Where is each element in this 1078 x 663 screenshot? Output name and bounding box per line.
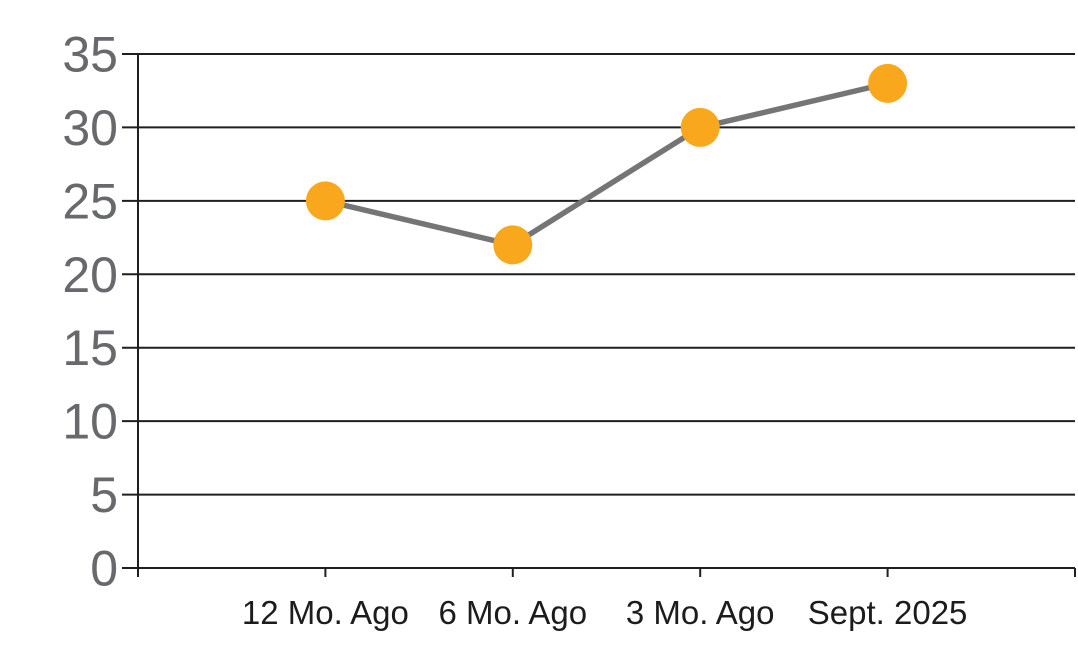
data-point-marker	[680, 107, 720, 147]
y-tick-label: 5	[90, 467, 118, 523]
y-tick-label: 15	[62, 320, 118, 376]
y-tick-label: 0	[90, 541, 118, 597]
data-point-marker	[868, 63, 908, 103]
data-point-marker	[493, 225, 533, 265]
x-axis-label: 6 Mo. Ago	[438, 594, 587, 631]
series-line	[322, 80, 891, 248]
x-axis-label: 3 Mo. Ago	[626, 594, 775, 631]
x-axis-label: 12 Mo. Ago	[242, 594, 409, 631]
y-tick-label: 35	[62, 27, 118, 83]
y-tick-label: 20	[62, 247, 118, 303]
y-tick-label: 25	[62, 173, 118, 229]
data-point-marker	[305, 181, 345, 221]
y-tick-label: 10	[62, 394, 118, 450]
x-axis-label: Sept. 2025	[808, 594, 968, 631]
y-tick-label: 30	[62, 100, 118, 156]
